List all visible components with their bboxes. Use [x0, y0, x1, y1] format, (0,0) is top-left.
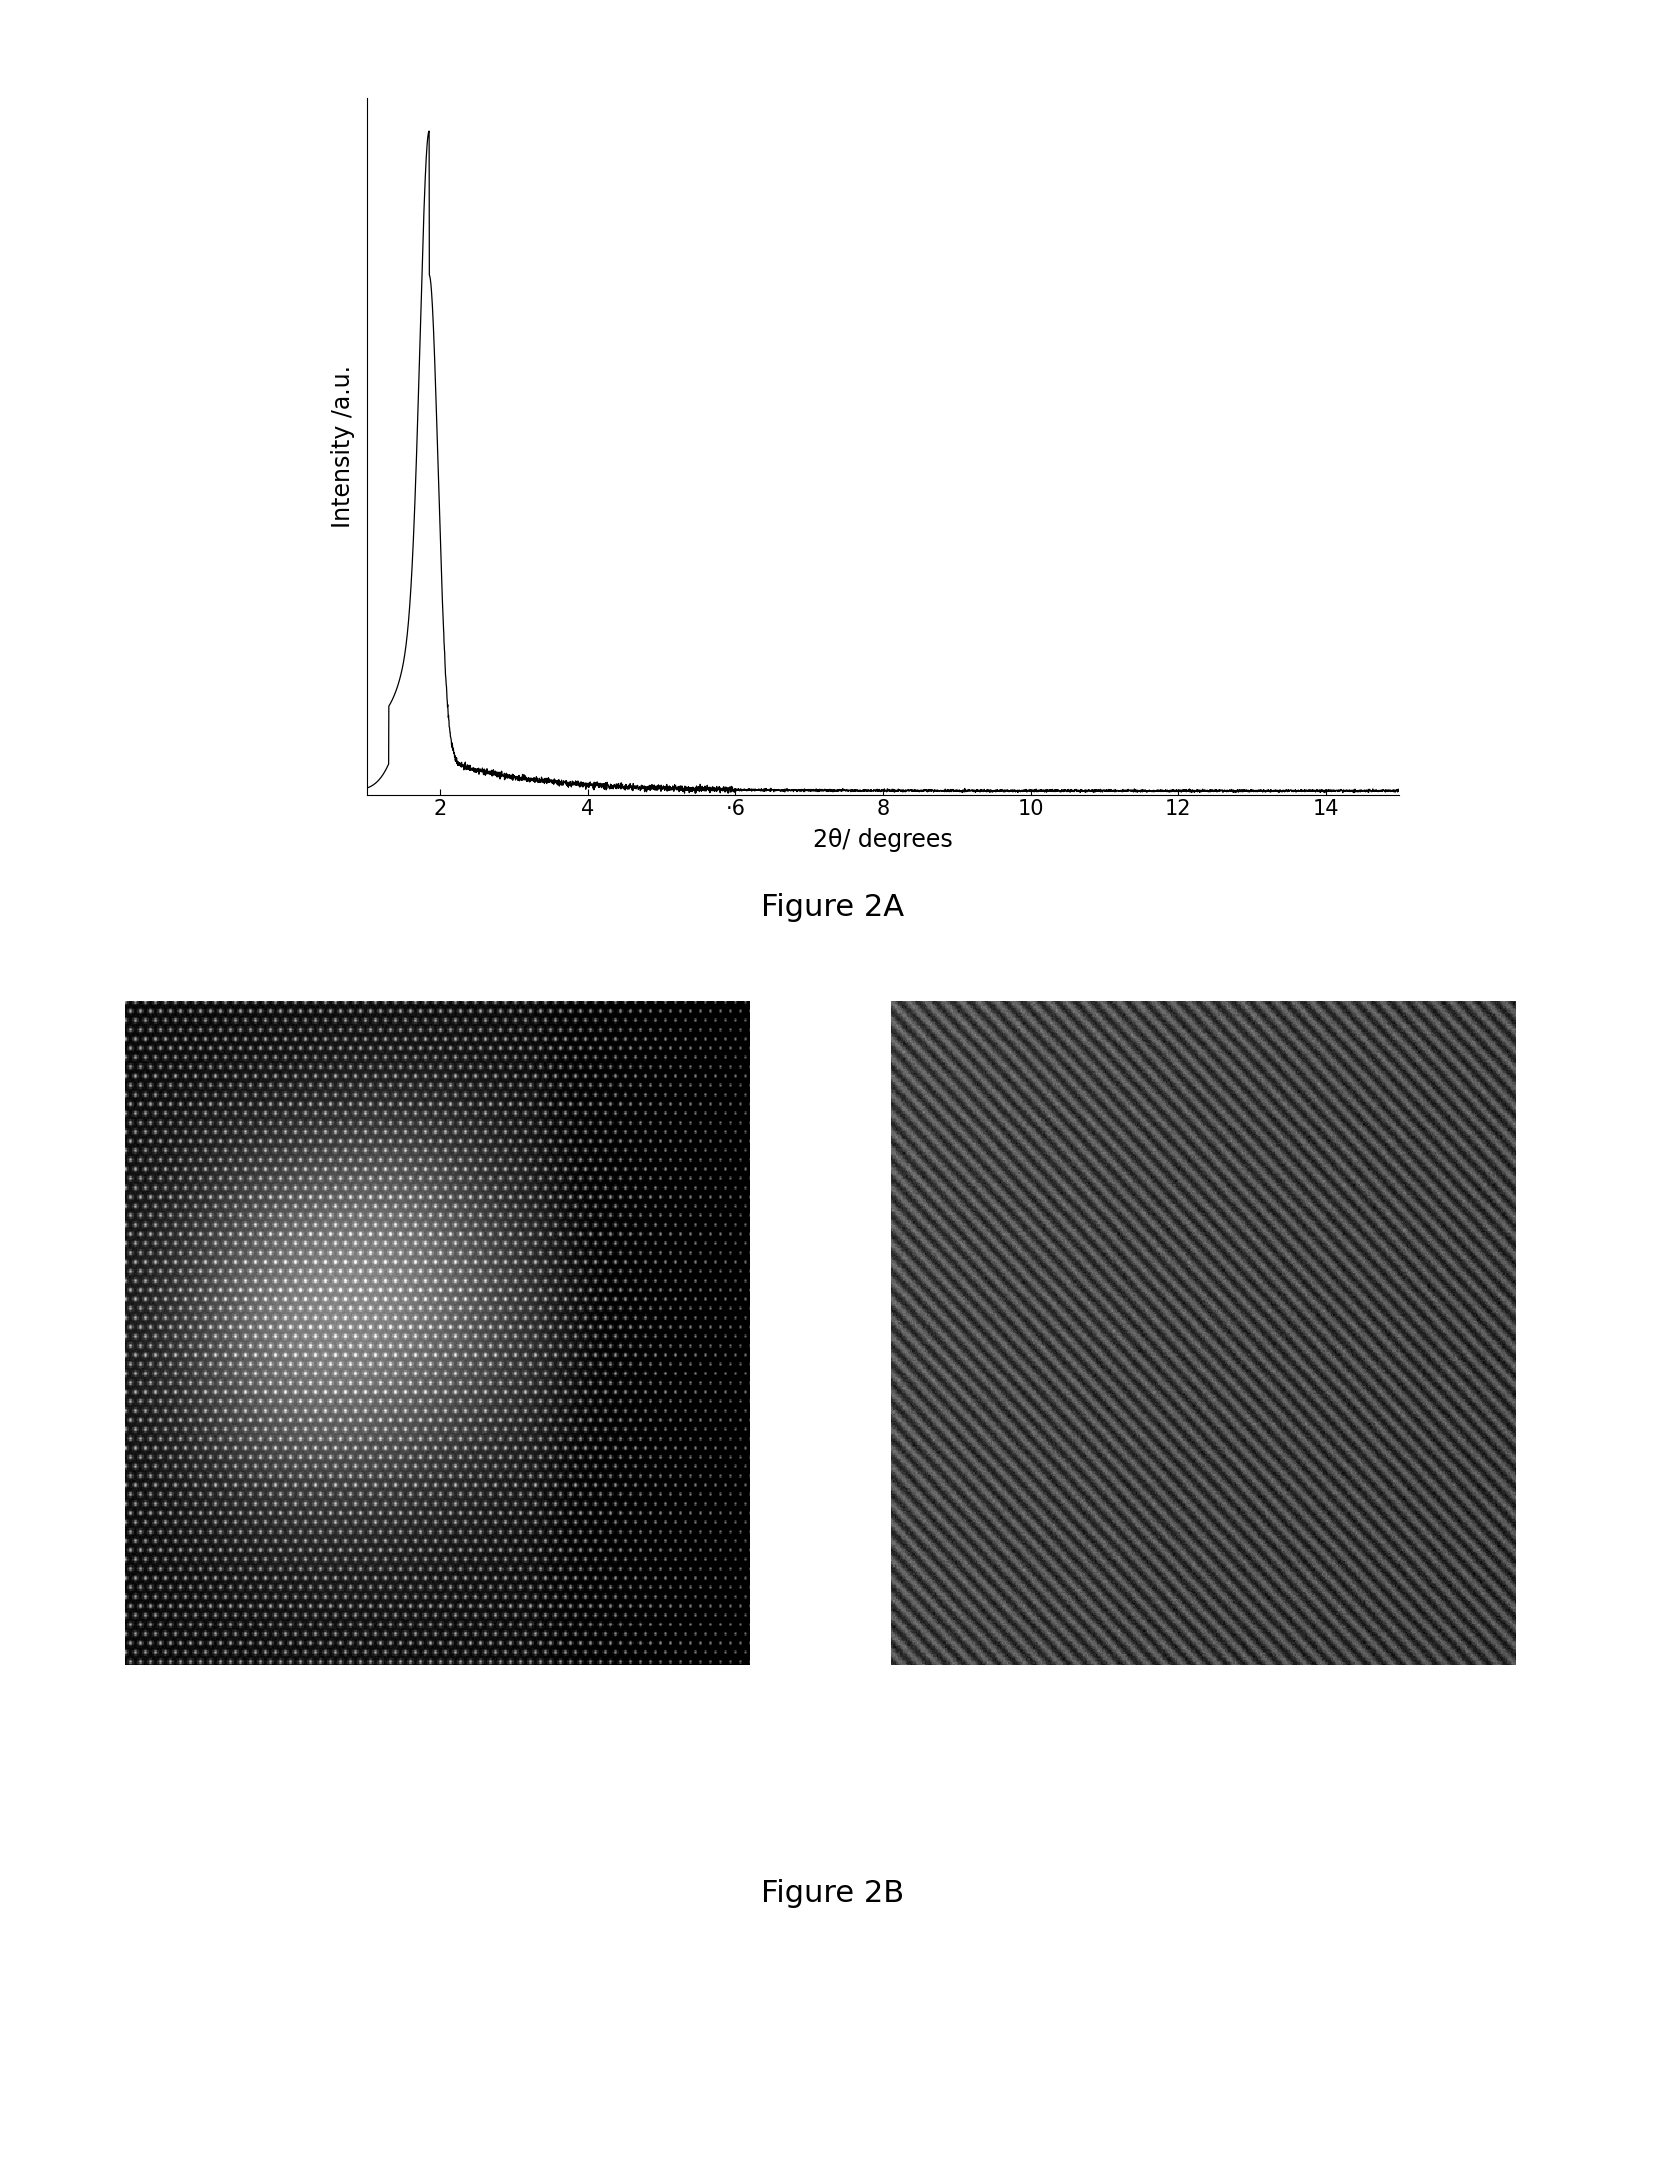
- Y-axis label: Intensity /a.u.: Intensity /a.u.: [332, 366, 355, 527]
- X-axis label: 2θ/ degrees: 2θ/ degrees: [813, 827, 953, 851]
- Text: Figure 2A: Figure 2A: [761, 893, 905, 923]
- Text: Figure 2B: Figure 2B: [761, 1879, 905, 1909]
